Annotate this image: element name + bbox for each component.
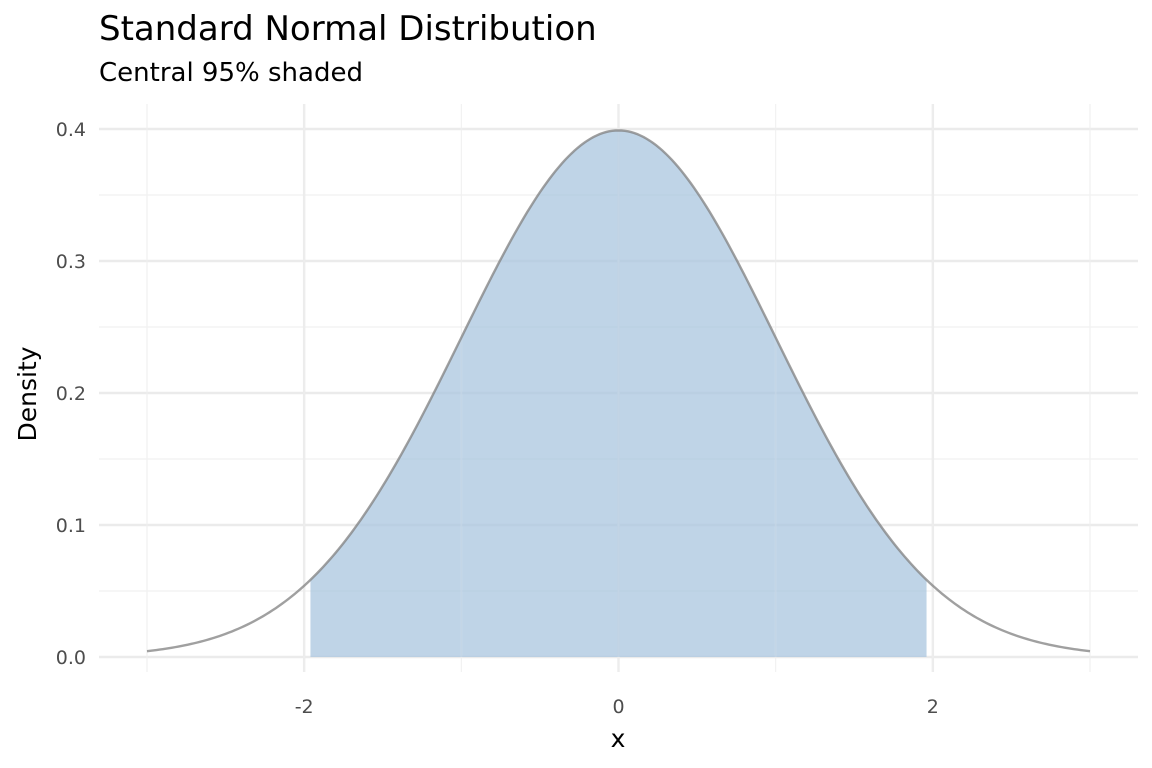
gridline-overlay <box>146 104 1091 672</box>
density-curve <box>146 129 1091 653</box>
x-tick-label: 2 <box>927 696 939 718</box>
chart-title: Standard Normal Distribution <box>99 9 597 49</box>
y-axis-label: Density <box>13 346 42 441</box>
x-axis-label: x <box>611 724 626 753</box>
y-tick-label: 0.3 <box>56 251 86 273</box>
x-axis-ticks: -2 0 2 <box>295 696 939 718</box>
y-axis-ticks: 0.0 0.1 0.2 0.3 0.4 <box>56 119 86 669</box>
shaded-area <box>310 130 927 657</box>
x-tick-label: 0 <box>612 696 624 718</box>
chart-subtitle: Central 95% shaded <box>99 58 363 88</box>
y-tick-label: 0.4 <box>56 119 86 141</box>
x-tick-label: -2 <box>295 696 314 718</box>
y-tick-label: 0.2 <box>56 383 86 405</box>
y-tick-label: 0.1 <box>56 515 86 537</box>
y-tick-label: 0.0 <box>56 647 86 669</box>
